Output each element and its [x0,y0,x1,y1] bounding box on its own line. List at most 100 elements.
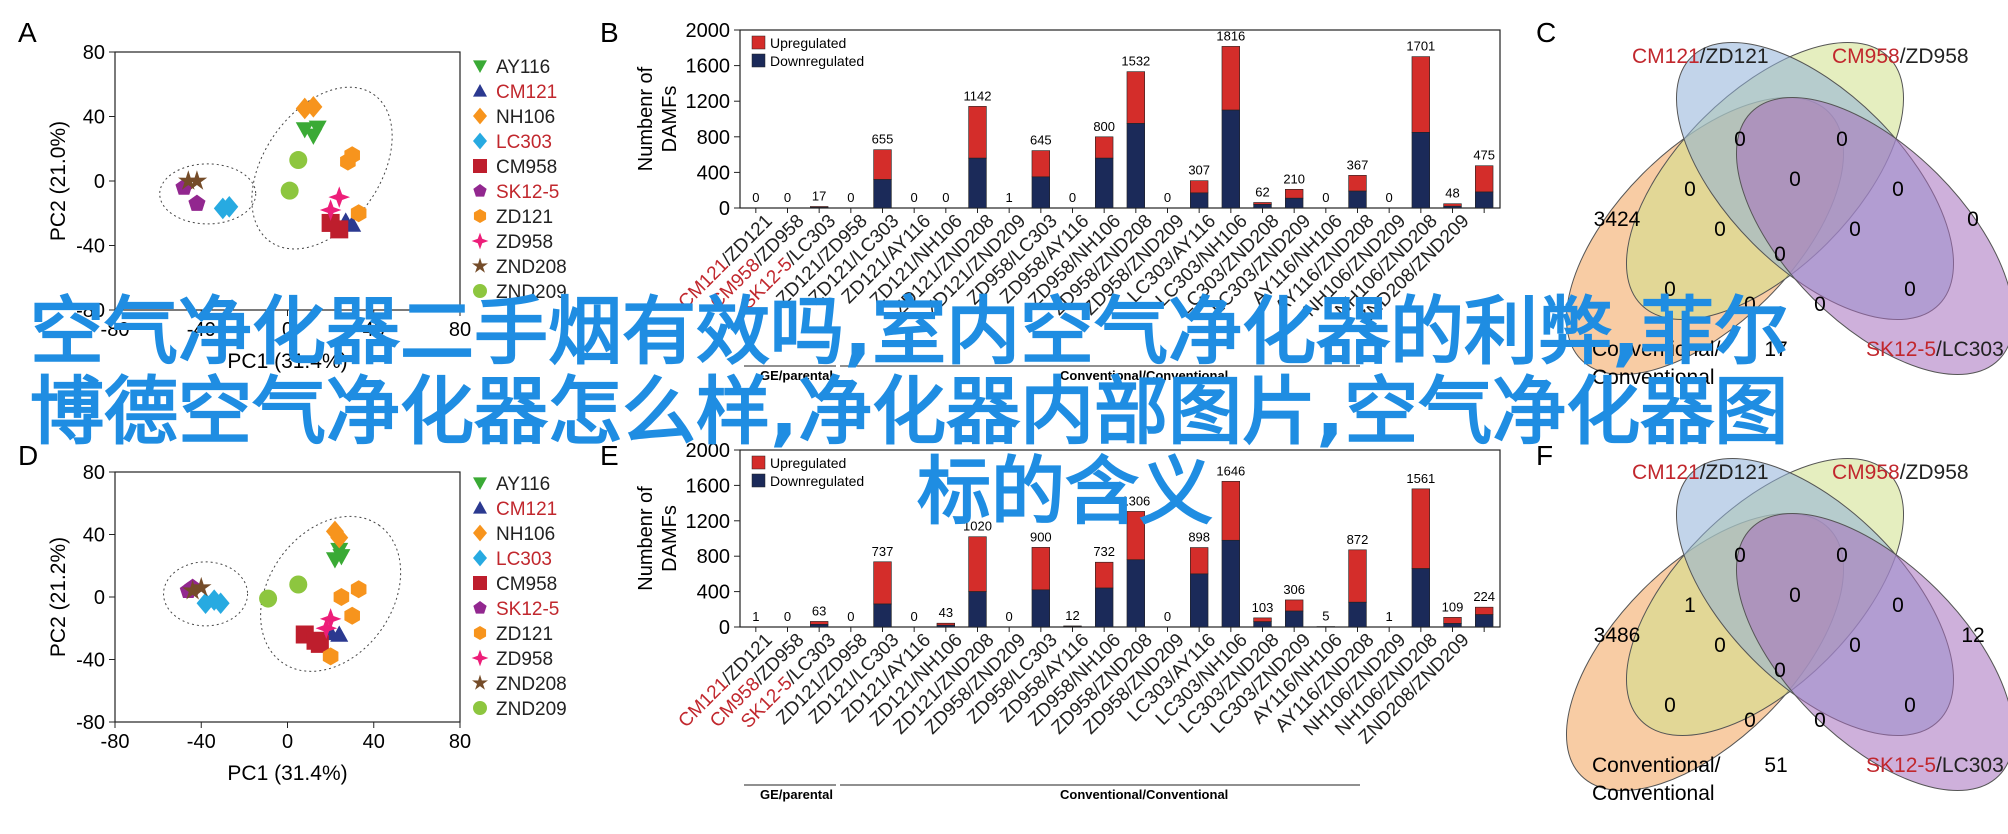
bar-downregulated [1475,191,1494,209]
venn-label-bottom-left-1: Conventional/ [1592,338,1721,361]
y-axis-label: PC2 (21.0%) [47,121,70,241]
legend-label-cm121: CM121 [496,82,557,103]
venn-label-bottom-left-2: Conventional [1592,782,1715,805]
venn-label-part: /ZD121 [1700,461,1769,484]
bar-value-label: 0 [784,609,791,624]
x-tick-label: 80 [449,319,471,341]
legend-marker-zd121 [473,626,487,640]
scatter-point-ay116 [330,542,349,560]
legend-label-nh106: NH106 [496,107,555,128]
bar-downregulated [873,603,892,628]
y-tick-label: 800 [697,546,730,568]
bar-upregulated [1443,617,1462,624]
cluster-ellipse [260,515,402,672]
bar-upregulated [968,536,987,592]
y-tick-label: 80 [83,462,105,484]
bar-upregulated [873,561,892,605]
legend-label-nh106: NH106 [496,524,555,545]
venn-count: 0 [1892,178,1904,201]
x-tick-label: 80 [449,731,471,753]
group-label-ge-parental: GE/parental [760,787,833,802]
bar-value-label: 1 [752,609,759,624]
cluster-ellipse [163,561,249,627]
legend-label-downregulated: Downregulated [770,473,864,489]
venn-label-top-right: CM958/ZD958 [1832,45,1969,68]
bar-value-label: 0 [752,190,759,205]
y-tick-label: 0 [719,617,730,639]
x-tick-label: -40 [187,319,216,341]
legend-marker-cm958 [473,576,487,590]
scatter-point-lc303 [211,592,230,615]
venn-label-part: CM958 [1832,461,1900,484]
legend-marker-znd209 [473,284,487,298]
bar-value-label: 109 [1442,599,1464,614]
bar-upregulated [1031,150,1051,178]
legend-marker-cm121 [473,501,487,514]
bar-upregulated [1475,606,1494,615]
bar-upregulated [1443,203,1462,207]
venn-count: 0 [1664,278,1676,301]
legend-marker-nh106 [473,524,487,542]
pca-scatter-d: -80 -40 0 40 80 80 40 0 -40 -80 PC1 (31.4%) PC2 (21… [47,462,567,785]
panel-label-c: C [1536,17,1556,48]
venn-count: 0 [1774,659,1786,682]
bar-downregulated [1475,614,1494,628]
y-tick-label: -80 [76,712,105,734]
venn-label-bottom-left-1: Conventional/ [1592,754,1721,777]
cluster-ellipse [159,163,257,225]
venn-label-part: CM958 [1832,45,1900,68]
bar-upregulated [1221,46,1241,111]
legend-label-znd209: ZND209 [496,699,567,720]
venn-count: 0 [1734,544,1746,567]
bar-upregulated [1285,189,1304,199]
venn-label-bottom-left-2: Conventional [1592,366,1715,389]
bar-value-label: 800 [1093,119,1115,134]
scatter-point-znd208 [178,170,199,190]
scatter-point-zd121 [344,606,360,625]
bar-value-label: 0 [1069,190,1076,205]
legend-marker-ay116 [473,60,487,73]
bar-downregulated [1411,568,1431,628]
venn-count: 0 [1664,694,1676,717]
y-tick-label: 1600 [686,56,731,78]
bar-upregulated [1475,165,1494,193]
y-tick-label: -40 [76,650,105,672]
pca-scatter-a: -80 -40 0 40 80 80 40 0 -40 -80 PC1 (31.4%) PC2 (21… [47,42,567,373]
watermark-title-overlay: 空气净化器二手烟有效吗,室内空气净化器的利弊,菲尔 博德空气净化器怎么样,净化器… [30,292,1970,532]
y-axis-label-line-1: Numbenr of [635,486,657,591]
scatter-point-zd958 [319,199,342,221]
legend-label-zd958: ZD958 [496,649,553,670]
scatter-point-znd208 [182,579,203,600]
bar-downregulated [1348,601,1367,628]
y-tick-label: 1600 [686,475,731,497]
legend-marker-znd209 [473,701,487,715]
bar-value-label: 12 [1065,608,1079,623]
y-tick-label: 400 [697,162,730,184]
bar-downregulated [1221,539,1241,628]
bar-value-label: 0 [1164,609,1171,624]
venn-count: 0 [1714,634,1726,657]
bar-downregulated [936,624,956,628]
group-label-conventional: Conventional/Conventional [1060,368,1228,383]
bar-value-label: 1701 [1406,39,1435,54]
panel-label-e: E [600,440,619,471]
bar-value-label: 17 [812,188,826,203]
legend-label-ay116: AY116 [496,474,550,495]
bar-value-label: 5 [1322,609,1329,624]
scatter-point-zd121 [350,580,367,599]
venn-count: 0 [1904,694,1916,717]
bar-value-label: 43 [939,605,953,620]
bar-downregulated [1285,610,1304,628]
bar-upregulated [1348,175,1367,192]
legend-swatch-downregulated [751,53,766,68]
venn-label-bottom-right: SK12-5/LC303 [1866,338,2004,361]
scatter-point-lc303 [220,196,239,218]
legend-marker-zd958 [471,232,489,250]
bar-downregulated [1190,573,1209,628]
x-tick-label: 40 [363,319,385,341]
bar-value-label: 737 [872,544,894,559]
y-tick-label: 0 [719,198,730,220]
plot-frame [114,51,461,311]
venn-count: 51 [1764,754,1787,777]
